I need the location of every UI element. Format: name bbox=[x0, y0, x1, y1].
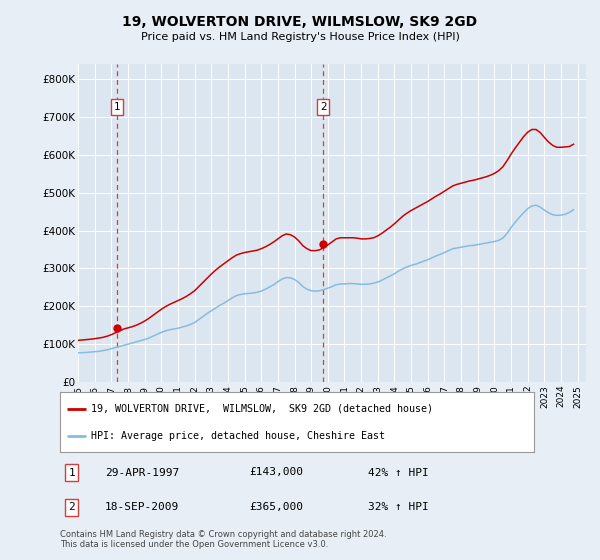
Text: HPI: Average price, detached house, Cheshire East: HPI: Average price, detached house, Ches… bbox=[91, 431, 385, 441]
Text: £365,000: £365,000 bbox=[250, 502, 304, 512]
Text: Contains HM Land Registry data © Crown copyright and database right 2024.
This d: Contains HM Land Registry data © Crown c… bbox=[60, 530, 386, 549]
Text: 42% ↑ HPI: 42% ↑ HPI bbox=[368, 468, 429, 478]
Text: 19, WOLVERTON DRIVE, WILMSLOW, SK9 2GD: 19, WOLVERTON DRIVE, WILMSLOW, SK9 2GD bbox=[122, 15, 478, 29]
Text: 29-APR-1997: 29-APR-1997 bbox=[105, 468, 179, 478]
Text: 1: 1 bbox=[68, 468, 75, 478]
Text: 1: 1 bbox=[113, 102, 120, 112]
Text: 32% ↑ HPI: 32% ↑ HPI bbox=[368, 502, 429, 512]
Text: 18-SEP-2009: 18-SEP-2009 bbox=[105, 502, 179, 512]
Text: 2: 2 bbox=[68, 502, 75, 512]
Text: £143,000: £143,000 bbox=[250, 468, 304, 478]
Text: Price paid vs. HM Land Registry's House Price Index (HPI): Price paid vs. HM Land Registry's House … bbox=[140, 32, 460, 43]
Text: 19, WOLVERTON DRIVE,  WILMSLOW,  SK9 2GD (detached house): 19, WOLVERTON DRIVE, WILMSLOW, SK9 2GD (… bbox=[91, 404, 433, 414]
Text: 2: 2 bbox=[320, 102, 326, 112]
